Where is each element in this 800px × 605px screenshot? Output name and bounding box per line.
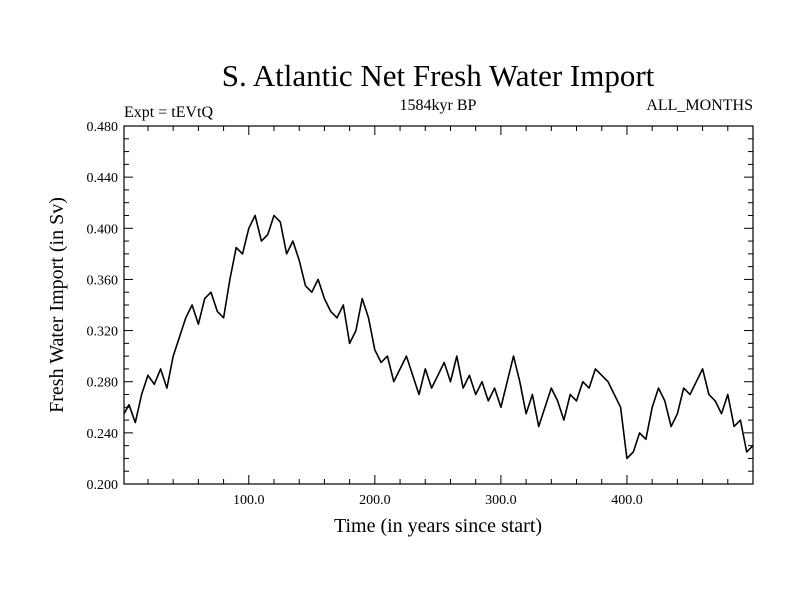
months-label: ALL_MONTHS <box>646 97 753 114</box>
y-axis-label: Fresh Water Import (in Sv) <box>46 197 68 413</box>
plot-frame <box>123 125 754 485</box>
y-tick-label: 0.200 <box>87 478 119 493</box>
y-tick-label: 0.240 <box>87 427 119 442</box>
y-tick-label: 0.440 <box>87 171 119 186</box>
period-label: 1584kyr BP <box>400 97 477 114</box>
y-tick-label: 0.280 <box>87 376 119 391</box>
y-tick-label: 0.400 <box>87 222 119 237</box>
chart-title: S. Atlantic Net Fresh Water Import <box>222 58 655 93</box>
x-tick-label: 300.0 <box>485 493 517 508</box>
y-tick-label: 0.360 <box>87 273 119 288</box>
y-tick-label: 0.320 <box>87 325 119 340</box>
y-tick-label: 0.480 <box>87 120 119 135</box>
experiment-label: Expt = tEVtQ <box>124 104 213 121</box>
x-tick-label: 400.0 <box>611 493 643 508</box>
x-tick-label: 100.0 <box>233 493 265 508</box>
x-axis-label: Time (in years since start) <box>334 515 542 537</box>
series-line-0 <box>123 214 754 460</box>
series-layer <box>123 214 754 460</box>
ticks-layer: 0.200 0.240 0.280 0.320 0.360 0.400 0.440 0.480… <box>87 120 754 508</box>
x-tick-label: 200.0 <box>359 493 391 508</box>
